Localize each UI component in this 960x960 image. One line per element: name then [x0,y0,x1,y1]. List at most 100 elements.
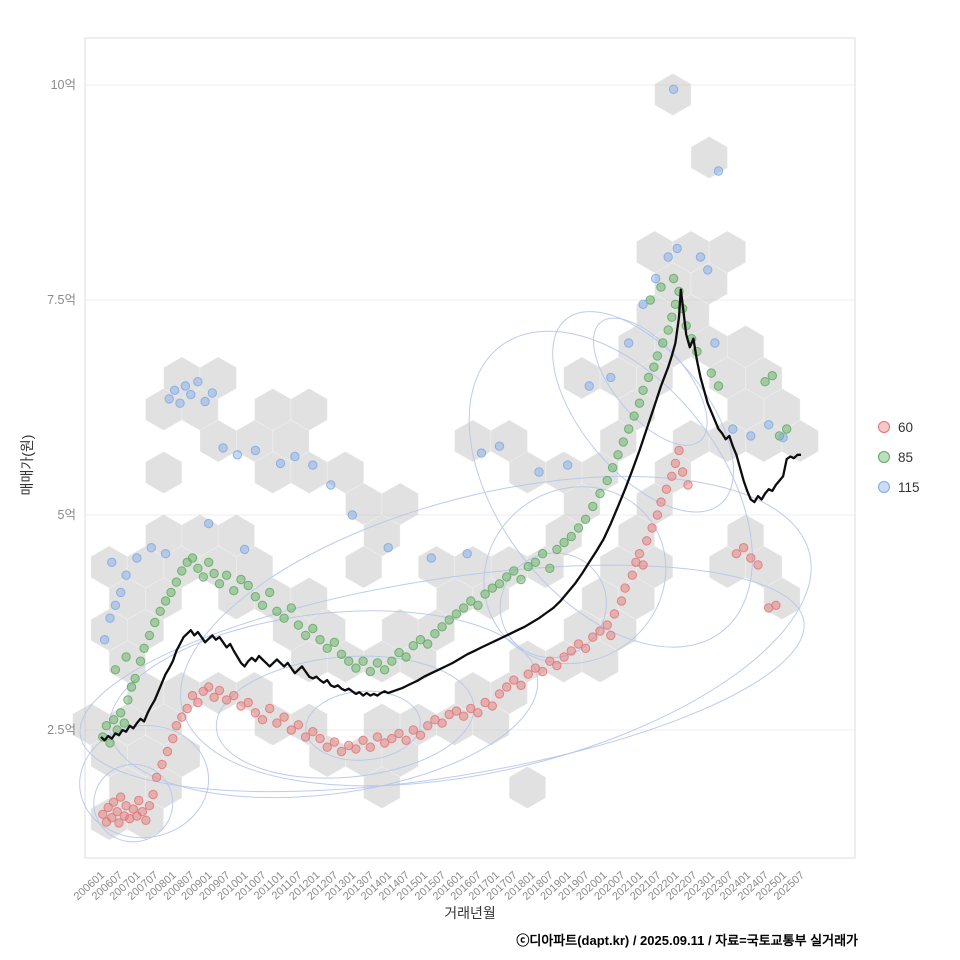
hex-bin [235,671,274,715]
data-point [272,606,282,616]
data-point [573,523,584,533]
data-point [250,445,261,456]
hex-bin [126,545,165,589]
hex-bin [126,608,165,652]
data-point [649,362,659,372]
plot-panel [84,37,856,859]
data-point [214,685,225,696]
data-point [177,566,187,576]
data-point [672,243,682,254]
data-point [647,523,657,533]
data-point [643,372,654,383]
data-point [566,531,576,542]
hex-bin [726,513,765,558]
data-point [638,560,648,570]
hex-bin [708,230,747,274]
data-point [214,579,225,589]
data-point [509,675,519,685]
data-point [634,549,645,559]
data-point [394,728,404,739]
data-point [112,807,122,817]
y-tick-label: 7.5억 [47,293,76,307]
data-point [638,299,648,309]
data-point [121,570,131,580]
data-point [121,652,131,662]
hex-bin [272,419,310,463]
data-point [308,727,318,737]
density-contour [79,725,210,839]
hex-bin [290,576,328,621]
data-point [198,572,209,582]
data-point [150,617,160,628]
data-point [286,725,296,735]
hex-bin [254,387,292,432]
data-point [300,732,311,742]
data-point [372,658,383,668]
data-point [588,632,598,642]
data-point [108,715,119,725]
data-point [444,615,454,625]
data-point [437,718,447,728]
hex-bin [363,513,401,558]
data-point [322,742,332,752]
data-point [683,480,693,490]
data-point [139,643,149,653]
hex-bin [508,765,547,810]
hex-bin [708,356,747,400]
data-point [322,643,332,653]
density-contour [468,330,753,648]
data-point [487,583,497,593]
hex-bin [726,387,765,432]
data-point [387,656,397,666]
data-point [738,543,749,553]
contour-layer [79,311,812,843]
data-point [193,377,203,387]
data-point [760,377,770,387]
data-point [229,690,239,701]
data-point [387,733,397,744]
data-point [651,273,661,284]
data-point [151,772,162,782]
data-point [618,437,628,447]
data-point [652,351,663,361]
data-point [110,600,121,610]
data-point [232,450,243,460]
data-point [466,596,476,606]
data-point [624,338,634,348]
data-point [99,635,110,645]
hexbin-layer [72,72,819,841]
data-point [358,656,368,666]
data-point [426,553,436,563]
data-point [545,563,555,573]
data-point [372,732,383,742]
data-point [134,795,144,806]
data-point [308,623,318,634]
data-point [126,682,137,692]
data-point [728,424,738,434]
data-point [458,711,469,721]
hex-bin [399,702,437,747]
data-point [300,630,311,641]
data-point [573,639,584,649]
hex-bin [599,419,637,463]
data-point [257,600,268,610]
hex-bin [290,387,328,432]
data-point [265,703,275,714]
data-point [677,467,688,477]
data-point [116,708,126,718]
data-point [286,603,296,613]
data-point [175,398,185,408]
hex-bin [690,135,728,180]
data-point [616,596,627,606]
data-point [602,620,612,630]
data-point [703,265,713,275]
data-point [609,609,620,619]
hex-bin [672,230,710,274]
x-axis-title: 거래년월 [444,905,496,921]
data-point [423,721,433,731]
data-point [580,514,591,524]
data-point [713,166,724,176]
data-point [107,813,117,823]
data-point [502,682,512,692]
data-point [107,557,117,567]
